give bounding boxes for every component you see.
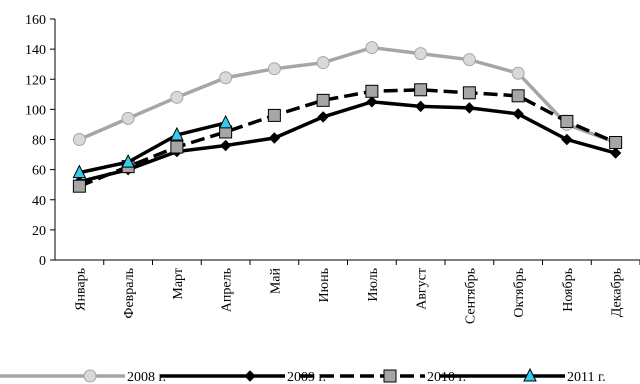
data-point <box>414 83 428 97</box>
legend-label: 2011 г. <box>567 370 606 384</box>
data-point <box>219 139 232 152</box>
x-tick-label: Ноябрь <box>561 268 576 312</box>
data-point <box>462 86 476 100</box>
data-point <box>267 108 281 122</box>
x-tick-label: Апрель <box>220 268 235 312</box>
data-point <box>170 140 184 154</box>
y-tick-label: 0 <box>39 254 46 269</box>
data-point <box>365 84 379 98</box>
y-tick-label: 60 <box>32 164 46 179</box>
data-point <box>511 89 525 103</box>
data-point <box>463 102 476 114</box>
data-point <box>511 66 525 80</box>
series-line <box>78 45 617 145</box>
data-point <box>72 164 87 179</box>
x-tick-label: Май <box>268 267 283 294</box>
data-point <box>72 133 86 146</box>
y-tick-label: 100 <box>25 103 46 118</box>
data-point <box>316 93 330 107</box>
data-point <box>316 56 330 70</box>
legend-label: 2008 г. <box>127 370 166 384</box>
data-point <box>561 133 573 146</box>
y-tick-label: 20 <box>32 224 46 239</box>
y-tick-label: 160 <box>25 13 46 28</box>
data-point <box>267 62 281 76</box>
data-point <box>170 126 184 141</box>
series-line <box>79 121 227 175</box>
series-line <box>78 88 617 188</box>
data-point <box>121 153 135 168</box>
data-point <box>219 71 233 85</box>
data-point <box>268 132 281 144</box>
x-tick-label: Июнь <box>317 268 332 302</box>
data-point <box>560 114 574 128</box>
y-tick-label: 40 <box>32 194 46 209</box>
y-tick-label: 140 <box>25 43 46 58</box>
x-tick-label: Январь <box>73 268 88 311</box>
data-point <box>317 111 329 123</box>
legend-marker <box>244 370 256 382</box>
x-tick-label: Сентябрь <box>463 268 478 324</box>
x-tick-label: Февраль <box>122 268 137 319</box>
legend-marker <box>83 369 97 383</box>
y-tick-label: 80 <box>32 134 46 149</box>
data-point <box>121 111 135 125</box>
x-tick-label: Декабрь <box>610 268 625 317</box>
x-tick-label: Июль <box>366 268 381 302</box>
x-tick-label: Октябрь <box>512 268 527 318</box>
data-point <box>414 47 428 61</box>
data-point <box>609 136 623 150</box>
data-point <box>366 96 378 108</box>
data-point <box>218 114 233 129</box>
data-point <box>462 53 476 67</box>
data-point <box>609 147 622 159</box>
legend-marker <box>383 369 397 383</box>
x-tick-label: Март <box>171 268 186 300</box>
data-point <box>170 90 184 104</box>
series-line <box>78 100 617 184</box>
data-point <box>414 100 427 113</box>
data-point <box>72 179 86 193</box>
legend-marker <box>523 367 537 382</box>
data-point <box>365 41 379 55</box>
x-tick-label: Август <box>415 268 430 310</box>
data-point <box>512 108 524 120</box>
y-tick-label: 120 <box>25 73 46 88</box>
